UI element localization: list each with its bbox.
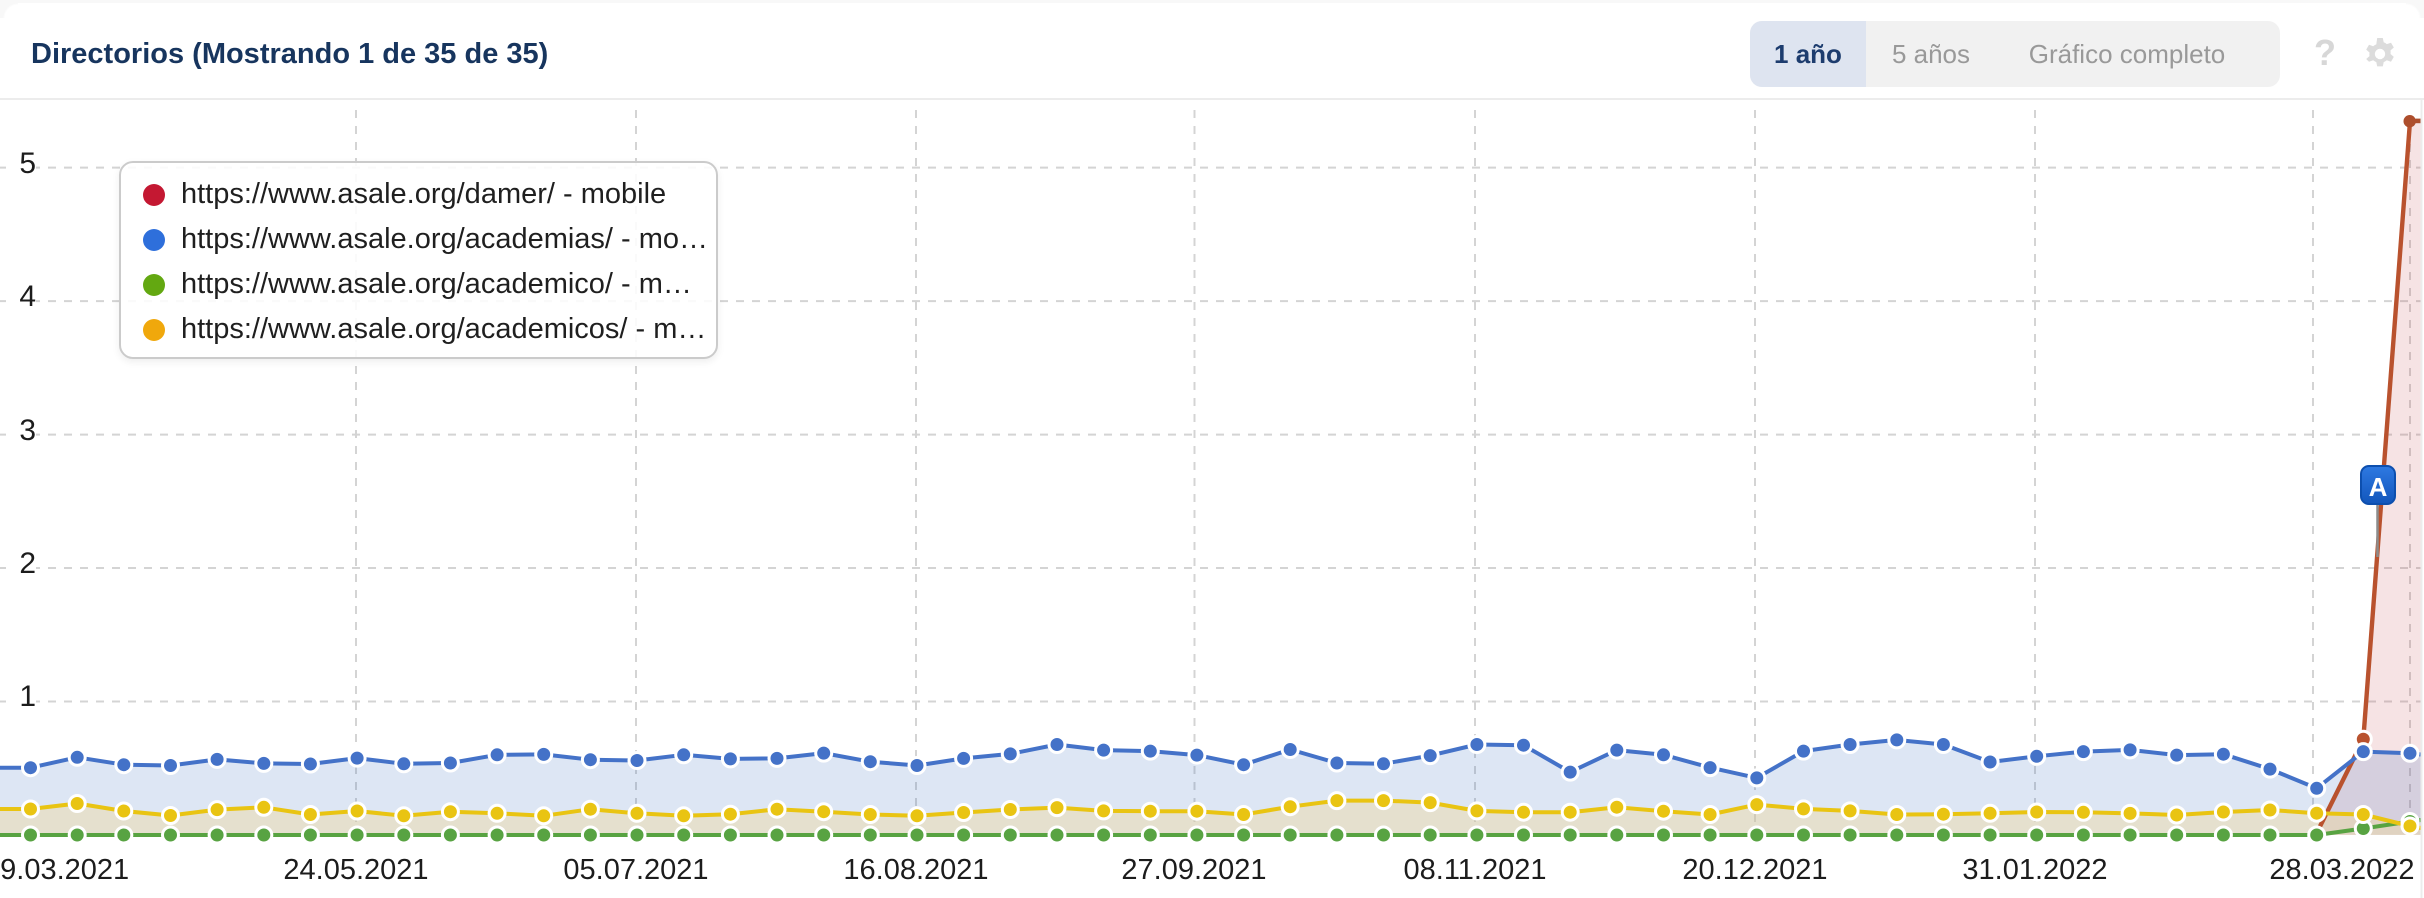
svg-text:A: A	[2369, 472, 2388, 502]
